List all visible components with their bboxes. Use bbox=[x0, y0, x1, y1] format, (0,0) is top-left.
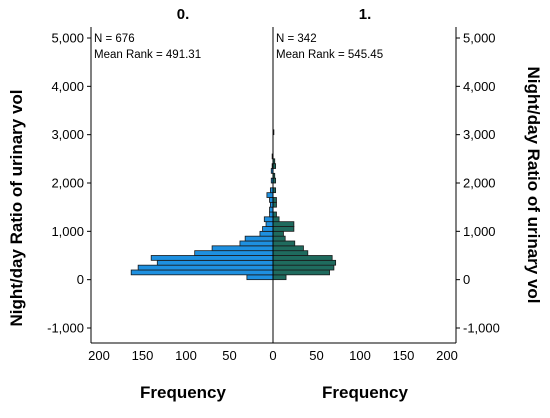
y-axis-title-right: Night/day Ratio of urinary vol bbox=[524, 66, 543, 303]
group-title-left: 0. bbox=[177, 6, 190, 23]
x-tick-label-left: 50 bbox=[222, 348, 236, 363]
bar-left-17 bbox=[266, 192, 274, 198]
bar-right-14 bbox=[272, 201, 277, 208]
x-tick-label-right: 50 bbox=[309, 348, 323, 363]
bar-left-2 bbox=[137, 264, 274, 271]
y-tick-label-right: 0 bbox=[463, 272, 470, 287]
y-tick-label-right: -1,000 bbox=[463, 321, 500, 336]
bar-right-4 bbox=[272, 255, 333, 261]
bar-right-12 bbox=[272, 216, 280, 223]
bar-right-6 bbox=[272, 245, 304, 252]
bar-left-16 bbox=[269, 197, 274, 203]
bar-right-10 bbox=[272, 226, 295, 232]
bar-left-13 bbox=[269, 211, 274, 218]
bar-right-13 bbox=[272, 211, 277, 218]
bar-right-9 bbox=[272, 230, 284, 237]
text-group: 5,000 5,000 4,000 4,000 3,000 3,000 2,000 2,000… bbox=[7, 6, 543, 402]
x-tick-label-right: 150 bbox=[393, 348, 415, 363]
mean-rank-label-left: Mean Rank = 491.31 bbox=[94, 49, 201, 61]
bar-right-8 bbox=[272, 235, 286, 242]
x-axis-title-left: Frequency bbox=[140, 383, 227, 402]
x-tick-label-right: 200 bbox=[436, 348, 458, 363]
y-axis-title-left: Night/day Ratio of urinary vol bbox=[7, 89, 26, 326]
y-tick-label-right: 1,000 bbox=[463, 224, 496, 239]
y-tick-label-left: 2,000 bbox=[51, 176, 84, 191]
x-tick-label-left: 200 bbox=[88, 348, 110, 363]
y-tick-label-left: 5,000 bbox=[51, 31, 84, 46]
bar-left-0 bbox=[246, 274, 274, 281]
bar-left-5 bbox=[194, 250, 274, 256]
y-tick-label-right: 4,000 bbox=[463, 79, 496, 94]
x-tick-label-left: 150 bbox=[132, 348, 154, 363]
bar-right-0 bbox=[272, 274, 287, 281]
mean-rank-label-right: Mean Rank = 545.45 bbox=[276, 49, 383, 61]
y-tick-label-left: 3,000 bbox=[51, 127, 84, 142]
bar-left-7 bbox=[239, 240, 274, 247]
bar-left-3 bbox=[156, 259, 274, 266]
bar-right-5 bbox=[272, 250, 309, 256]
bar-right-2 bbox=[272, 264, 335, 271]
bars-group-left bbox=[130, 153, 274, 281]
x-axis-title-right: Frequency bbox=[322, 383, 409, 402]
y-tick-label-left: 1,000 bbox=[51, 224, 84, 239]
bar-left-14 bbox=[269, 206, 274, 213]
y-tick-label-left: 4,000 bbox=[51, 79, 84, 94]
x-tick-label-right: 100 bbox=[349, 348, 371, 363]
y-tick-label-left: 0 bbox=[77, 272, 84, 287]
y-tick-label-right: 2,000 bbox=[463, 176, 496, 191]
bars-group-right bbox=[272, 129, 337, 281]
axes-group bbox=[87, 27, 460, 344]
y-tick-label-right: 3,000 bbox=[463, 127, 496, 142]
n-label-right: N = 342 bbox=[276, 33, 317, 45]
bar-left-1 bbox=[130, 269, 274, 276]
bar-left-12 bbox=[263, 216, 274, 223]
bar-left-4 bbox=[150, 255, 274, 261]
x-tick-label-left: 0 bbox=[269, 348, 276, 363]
bar-right-15 bbox=[272, 197, 277, 203]
bar-left-8 bbox=[244, 235, 274, 242]
bar-right-7 bbox=[272, 240, 296, 247]
bar-left-6 bbox=[211, 245, 274, 252]
group-title-right: 1. bbox=[359, 6, 372, 23]
bar-left-11 bbox=[265, 221, 274, 227]
x-tick-label-left: 100 bbox=[175, 348, 197, 363]
bar-right-1 bbox=[272, 269, 330, 276]
y-tick-label-left: -1,000 bbox=[47, 321, 84, 336]
y-tick-label-right: 5,000 bbox=[463, 31, 496, 46]
bar-left-10 bbox=[262, 226, 274, 232]
bar-right-11 bbox=[272, 221, 295, 227]
n-label-left: N = 676 bbox=[94, 33, 135, 45]
bar-right-3 bbox=[272, 259, 337, 266]
bar-left-9 bbox=[259, 230, 274, 237]
